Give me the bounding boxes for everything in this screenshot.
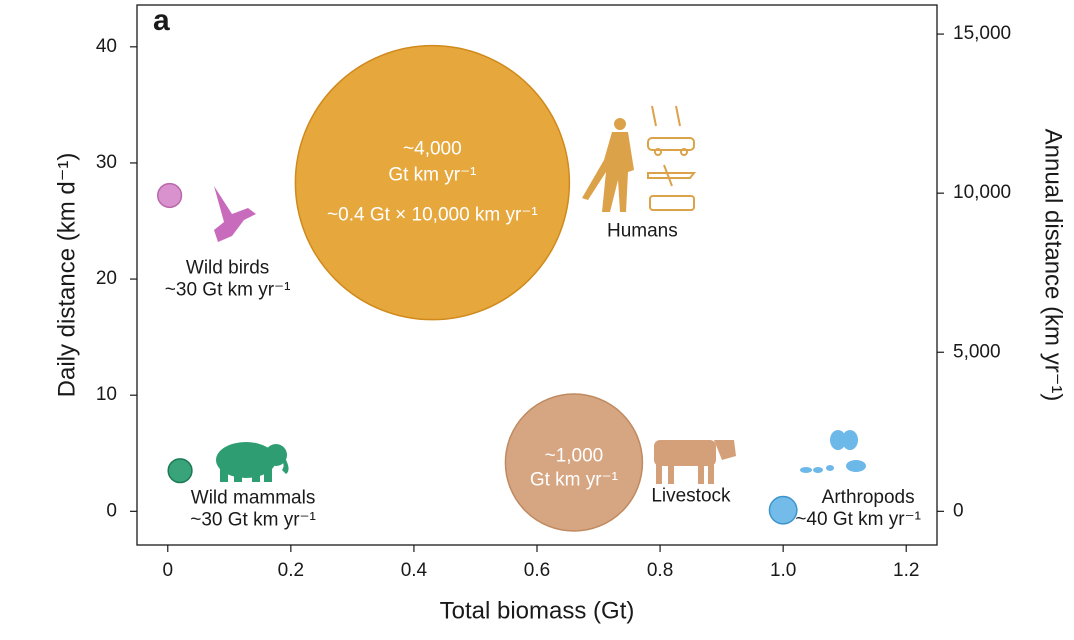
x-tick-label: 0	[162, 560, 173, 581]
cow-icon	[654, 440, 736, 484]
series-label: Livestock	[651, 486, 731, 507]
y2-axis-title: Annual distance (km yr⁻¹)	[1040, 129, 1067, 402]
x-tick-label: 0.8	[647, 560, 673, 581]
panel-label: a	[153, 4, 170, 37]
bubble-note: ~0.4 Gt × 10,000 km yr⁻¹	[327, 205, 538, 226]
size-label: ~1,000	[545, 446, 604, 467]
y-tick-label: 20	[96, 268, 117, 289]
series-label: Humans	[607, 221, 678, 242]
bubble	[768, 495, 798, 525]
bubble	[504, 393, 644, 532]
y-axis-title: Daily distance (km d⁻¹)	[53, 153, 80, 398]
y2-tick-label: 0	[953, 500, 964, 521]
size-label: Gt km yr⁻¹	[530, 470, 618, 491]
bird-icon	[214, 186, 256, 242]
y2-tick-label: 10,000	[953, 182, 1011, 203]
x-tick-label: 1.0	[770, 560, 796, 581]
bubble	[294, 44, 571, 321]
elephant-icon	[216, 442, 289, 482]
x-tick-label: 0.2	[278, 560, 304, 581]
y2-tick-label: 5,000	[953, 341, 1001, 362]
size-label: Gt km yr⁻¹	[388, 165, 476, 186]
y-tick-label: 30	[96, 152, 117, 173]
y-tick-label: 10	[96, 384, 117, 405]
bubble	[157, 182, 183, 209]
x-tick-label: 1.2	[893, 560, 919, 581]
transport-icons	[647, 105, 697, 211]
bubble	[167, 458, 193, 484]
size-label: ~30 Gt km yr⁻¹	[190, 510, 316, 531]
size-label: ~40 Gt km yr⁻¹	[795, 509, 921, 530]
y-tick-label: 40	[96, 36, 117, 57]
size-label: ~4,000	[403, 139, 462, 160]
size-label: ~30 Gt km yr⁻¹	[165, 279, 291, 300]
x-axis-title: Total biomass (Gt)	[440, 597, 635, 624]
series-label: Wild birds	[186, 257, 269, 278]
y2-tick-label: 15,000	[953, 23, 1011, 44]
series-label: Wild mammals	[191, 488, 316, 509]
x-tick-label: 0.6	[524, 560, 550, 581]
y-tick-label: 0	[106, 500, 117, 521]
x-tick-label: 0.4	[401, 560, 428, 581]
series-label: Arthropods	[822, 487, 915, 508]
insect-icons	[800, 430, 866, 473]
human-icon	[582, 118, 634, 212]
